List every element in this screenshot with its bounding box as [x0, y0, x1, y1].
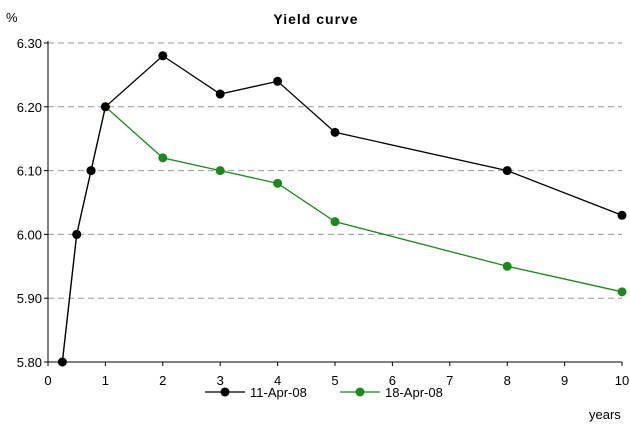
x-tick-label-7: 7 [446, 373, 453, 388]
data-point-11-apr-08-2 [86, 166, 96, 176]
y-tick-label-6.20: 6.20 [17, 100, 42, 115]
data-point-18-apr-08-9 [617, 287, 627, 297]
series-group [57, 51, 627, 367]
chart-title: Yield curve [273, 11, 358, 27]
legend-item-18-apr-08: 18-Apr-08 [340, 385, 443, 400]
y-tick-label-5.80: 5.80 [17, 355, 42, 370]
legend: 11-Apr-08 18-Apr-08 [205, 385, 443, 400]
data-point-11-apr-08-1 [72, 229, 82, 239]
data-point-11-apr-08-3 [100, 102, 110, 112]
x-tick-label-8: 8 [504, 373, 511, 388]
data-point-18-apr-08-8 [502, 261, 512, 271]
y-tick-label-5.90: 5.90 [17, 291, 42, 306]
data-point-18-apr-08-5 [215, 166, 225, 176]
legend-marker-11-apr-08 [220, 387, 230, 397]
y-tick-label-6.00: 6.00 [17, 227, 42, 242]
x-tick-label-3: 3 [217, 373, 224, 388]
x-tick-label-9: 9 [561, 373, 568, 388]
x-tick-label-2: 2 [159, 373, 166, 388]
data-point-18-apr-08-7 [330, 217, 340, 227]
legend-label-11-apr-08: 11-Apr-08 [250, 385, 307, 400]
x-tick-label-6: 6 [389, 373, 396, 388]
data-point-11-apr-08-6 [273, 76, 283, 86]
y-tick-labels: 5.80 5.90 6.00 6.10 6.20 6.30 [17, 36, 42, 370]
legend-item-11-apr-08: 11-Apr-08 [205, 385, 307, 400]
x-tick-label-1: 1 [102, 373, 109, 388]
data-point-11-apr-08-7 [330, 127, 340, 137]
data-point-11-apr-08-5 [215, 89, 225, 99]
data-point-11-apr-08-0 [57, 357, 67, 367]
axes [44, 41, 623, 366]
x-tick-label-5: 5 [331, 373, 338, 388]
x-tick-label-0: 0 [44, 373, 51, 388]
legend-marker-18-apr-08 [355, 387, 365, 397]
data-point-18-apr-08-6 [273, 178, 283, 188]
y-tick-label-6.10: 6.10 [17, 164, 42, 179]
data-point-11-apr-08-9 [617, 210, 627, 220]
x-tick-label-4: 4 [274, 373, 281, 388]
x-tick-labels: 0 1 2 3 4 5 6 7 8 9 10 [44, 373, 629, 388]
legend-label-18-apr-08: 18-Apr-08 [385, 385, 443, 400]
y-tick-label-6.30: 6.30 [17, 36, 42, 51]
data-point-18-apr-08-4 [158, 153, 168, 163]
data-point-11-apr-08-8 [502, 166, 512, 176]
series-line-11-apr-08 [61, 54, 623, 363]
y-axis-unit: % [6, 10, 18, 25]
x-tick-label-10: 10 [615, 373, 629, 388]
gridlines [48, 42, 622, 299]
data-point-11-apr-08-4 [158, 51, 168, 61]
x-axis-unit: years [589, 407, 621, 422]
